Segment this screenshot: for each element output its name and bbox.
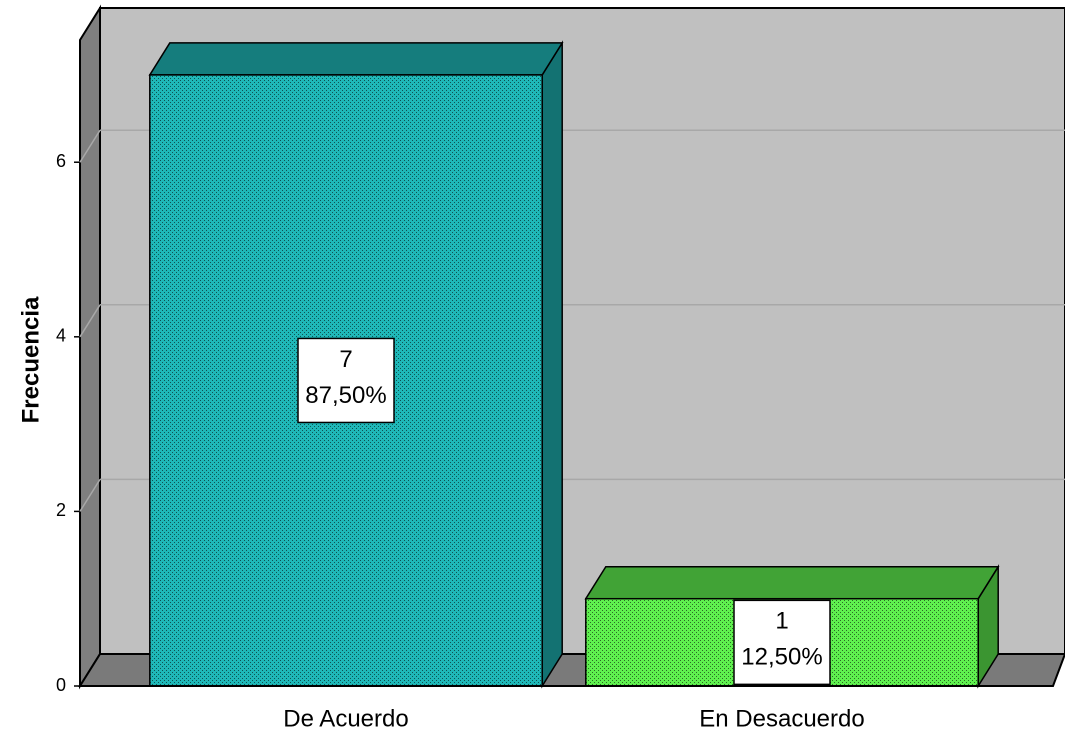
y-tick-label: 0 <box>56 675 66 695</box>
y-tick-label: 2 <box>56 500 66 520</box>
bar-top <box>148 42 564 76</box>
grid-line <box>79 129 101 163</box>
x-tick-label: De Acuerdo <box>283 705 408 732</box>
data-label-box <box>733 599 831 686</box>
bar-top <box>584 565 1000 600</box>
data-label: 12,50% <box>741 644 822 671</box>
left-wall <box>79 4 101 690</box>
x-tick-label: En Desacuerdo <box>699 705 864 732</box>
grid-line <box>79 479 101 512</box>
y-axis-title: Frecuencia <box>17 296 44 423</box>
y-tick-label: 4 <box>56 326 66 346</box>
data-label: 87,50% <box>305 382 386 409</box>
data-label-box <box>297 337 395 424</box>
bar-side <box>541 40 563 689</box>
y-tick-label: 6 <box>56 151 66 171</box>
data-label: 7 <box>339 346 352 373</box>
grid-line <box>79 304 101 338</box>
data-label: 1 <box>775 608 788 635</box>
